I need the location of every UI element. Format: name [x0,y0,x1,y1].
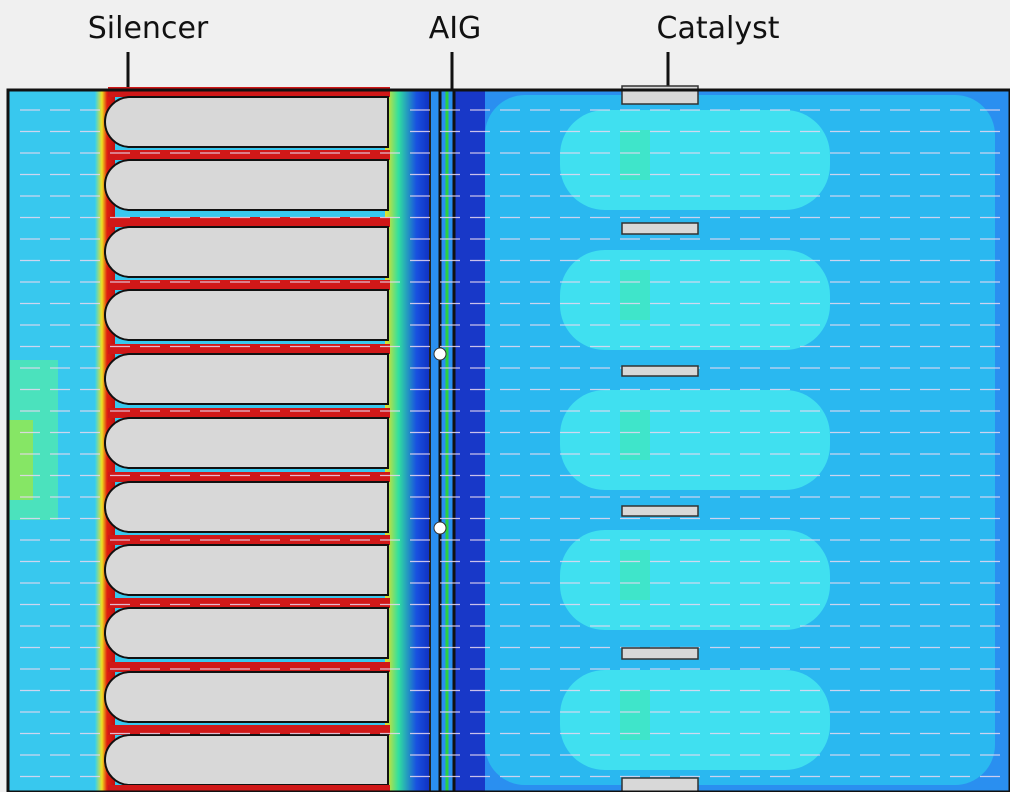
catalyst-cells [560,110,830,770]
baffle [104,607,389,659]
baffle [104,159,389,211]
inlet-hotspot [8,420,33,500]
red-strip [108,725,390,735]
baffle [104,481,389,533]
red-strip [108,280,390,290]
baffle [104,289,389,341]
red-strip [108,408,390,418]
red-strip [108,344,390,354]
flow-cell-core [620,690,650,740]
red-strip [108,217,390,227]
flow-cell [560,250,830,350]
baffle [104,671,389,723]
catalyst-support [621,647,699,660]
red-strip [108,472,390,482]
baffle [104,353,389,405]
silencer-label: Silencer [88,11,209,46]
flow-cell-core [620,130,650,180]
flow-cell-core [620,550,650,600]
aig-node [433,521,447,535]
aig-wake [455,90,485,792]
aig-label: AIG [429,11,482,46]
aig-node [433,347,447,361]
flow-cell-core [620,270,650,320]
catalyst-support [621,505,699,517]
flow-cell [560,530,830,630]
red-strip [108,662,390,672]
flow-cell [560,110,830,210]
baffle [104,96,389,148]
domain-border [6,88,1010,792]
red-strip [108,785,390,792]
flow-cell-core [620,410,650,460]
silencer-wake [385,90,430,792]
baffle [104,226,389,278]
catalyst-label: Catalyst [657,11,780,46]
catalyst-support [621,365,699,377]
red-strip [108,150,390,160]
aig-grid [429,90,456,792]
red-strip [108,598,390,608]
baffle [104,544,389,596]
velocity-vectors [20,109,1000,778]
silencer-baffles [104,87,390,792]
baffle [104,417,389,469]
catalyst-support [621,777,699,792]
red-strip [108,87,390,97]
catalyst-support [621,222,699,235]
baffle [104,734,389,786]
